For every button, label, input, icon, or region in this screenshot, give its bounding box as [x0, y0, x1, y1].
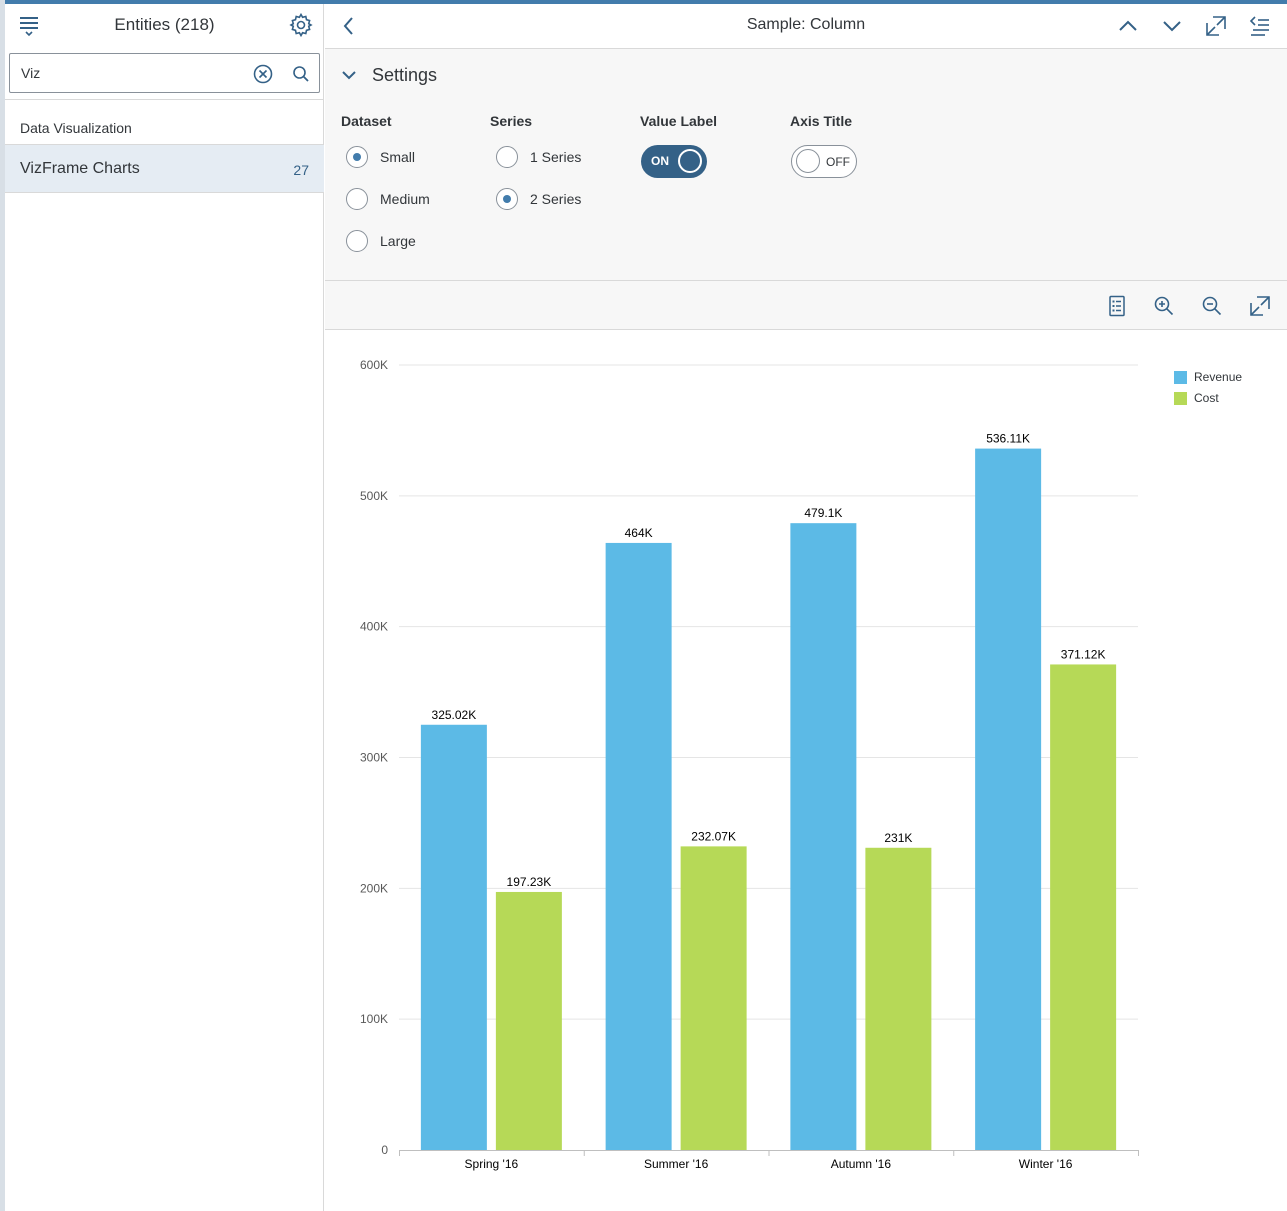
list-item-vizframe-charts[interactable]: VizFrame Charts 27: [5, 144, 324, 193]
search-field: [9, 53, 320, 93]
chart-legend[interactable]: Revenue Cost: [1174, 367, 1284, 409]
radio-dataset-medium[interactable]: Medium: [346, 188, 476, 214]
zoom-in-icon[interactable]: [1152, 294, 1176, 318]
chart-toolbar: [325, 282, 1287, 330]
value-label-switch[interactable]: ON: [641, 145, 707, 178]
radio-selected-dot: [503, 195, 511, 203]
switch-text: OFF: [826, 155, 850, 169]
axis-title-switch[interactable]: OFF: [791, 145, 857, 178]
group-header: Data Visualization: [20, 120, 132, 136]
radio-circle: [496, 188, 518, 210]
switch-knob: [796, 149, 820, 173]
back-icon[interactable]: [337, 14, 361, 38]
sidebar-title: Entities (218): [114, 15, 215, 34]
gear-icon[interactable]: [288, 12, 314, 38]
x-tick-label: Autumn '16: [831, 1157, 892, 1171]
y-tick-label: 100K: [360, 1012, 388, 1026]
data-label: 232.07K: [691, 829, 736, 843]
switch-text: ON: [651, 154, 669, 168]
clear-icon[interactable]: [252, 63, 274, 85]
series-label: Series: [490, 113, 533, 129]
radio-dataset-large[interactable]: Large: [346, 230, 476, 256]
data-label: 197.23K: [507, 875, 552, 889]
bar-revenue[interactable]: [790, 523, 857, 1150]
bar-revenue[interactable]: [975, 448, 1042, 1150]
settings-panel-toggle[interactable]: Settings: [339, 62, 539, 88]
search-icon[interactable]: [290, 63, 312, 85]
column-chart: 0 100K 200K 300K 400K 500K 600K 325.02K 197.23K S…: [360, 358, 1139, 1171]
bar-revenue[interactable]: [420, 724, 487, 1150]
radio-circle: [496, 146, 518, 168]
legend-label: Revenue: [1194, 370, 1243, 384]
radio-selected-dot: [353, 153, 361, 161]
y-tick-label: 0: [381, 1143, 388, 1157]
chevron-up-icon[interactable]: [1115, 13, 1141, 39]
bar-cost[interactable]: [1050, 664, 1117, 1150]
collapse-list-icon[interactable]: [1247, 13, 1273, 39]
x-tick-label: Winter '16: [1019, 1157, 1073, 1171]
data-label: 464K: [625, 526, 653, 540]
chevron-down-icon[interactable]: [1159, 13, 1185, 39]
sidebar-header: Entities (218): [5, 4, 324, 48]
list-item-counter: 27: [293, 162, 309, 178]
sidebar-search-bar: [5, 48, 324, 100]
data-label: 536.11K: [986, 432, 1030, 446]
data-label: 479.1K: [804, 506, 842, 520]
radio-series-1[interactable]: 1 Series: [496, 146, 626, 172]
switch-knob: [678, 149, 702, 173]
radio-dataset-small[interactable]: Small: [346, 146, 476, 172]
radio-label: 2 Series: [530, 191, 582, 207]
value-label-label: Value Label: [640, 113, 718, 129]
bar-revenue[interactable]: [605, 542, 672, 1150]
data-label: 325.02K: [432, 708, 477, 722]
bar-cost[interactable]: [495, 891, 562, 1150]
chart-area: 0 100K 200K 300K 400K 500K 600K 325.02K 197.23K S…: [325, 330, 1287, 1211]
page-title: Sample: Column: [746, 16, 866, 33]
legend-swatch-cost: [1174, 392, 1187, 405]
y-tick-label: 300K: [360, 751, 388, 765]
radio-label: 1 Series: [530, 149, 582, 165]
full-screen-icon[interactable]: [1248, 294, 1272, 318]
top-accent-line: [5, 0, 1287, 4]
y-tick-label: 400K: [360, 620, 388, 634]
radio-circle: [346, 230, 368, 252]
sidebar: Entities (218): [5, 4, 324, 1211]
data-label: 371.12K: [1061, 647, 1106, 661]
search-input[interactable]: [21, 63, 241, 83]
main-panel: Sample: Column Settings D: [325, 4, 1287, 1211]
radio-circle: [346, 188, 368, 210]
legend-swatch-revenue: [1174, 371, 1187, 384]
zoom-out-icon[interactable]: [1200, 294, 1224, 318]
settings-panel: Settings Dataset Small Medium Large Seri…: [325, 49, 1287, 281]
legend-item-revenue[interactable]: Revenue: [1174, 367, 1284, 388]
dataset-label: Dataset: [341, 113, 392, 129]
axis-title-label: Axis Title: [790, 113, 852, 129]
left-edge: [0, 0, 5, 1211]
radio-circle: [346, 146, 368, 168]
radio-series-2[interactable]: 2 Series: [496, 188, 626, 214]
y-tick-label: 200K: [360, 881, 388, 895]
x-tick-label: Spring '16: [465, 1157, 519, 1171]
radio-label: Medium: [380, 191, 430, 207]
chevron-down-icon: [342, 71, 356, 80]
x-tick-label: Summer '16: [644, 1157, 709, 1171]
legend-item-cost[interactable]: Cost: [1174, 388, 1284, 409]
radio-label: Small: [380, 149, 416, 165]
radio-label: Large: [380, 233, 416, 249]
y-tick-label: 600K: [360, 358, 388, 372]
y-tick-label: 500K: [360, 489, 388, 503]
list-item-label: VizFrame Charts: [20, 160, 140, 177]
settings-title: Settings: [372, 65, 438, 85]
legend-icon[interactable]: [1105, 294, 1129, 318]
bar-cost[interactable]: [865, 847, 932, 1150]
full-screen-icon[interactable]: [1203, 13, 1229, 39]
menu-icon[interactable]: [15, 12, 43, 40]
legend-label: Cost: [1194, 391, 1219, 405]
main-header: Sample: Column: [325, 4, 1287, 49]
bar-cost[interactable]: [680, 846, 747, 1150]
data-label: 231K: [884, 831, 912, 845]
